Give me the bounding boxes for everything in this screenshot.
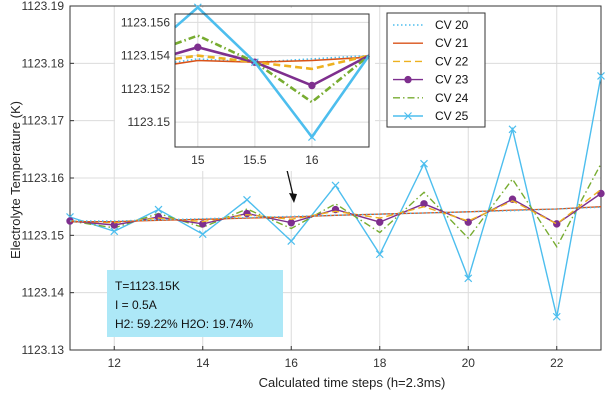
inset-x-tick-label: 15 [191, 153, 205, 167]
y-tick-label: 1123.18 [22, 56, 65, 70]
inset-data-point [250, 58, 259, 67]
y-tick-label: 1123.16 [22, 171, 65, 185]
data-point [420, 159, 428, 168]
inset-chart: 15 15.5 16 1123.15 1123.152 1123.154 1123.156 [115, 3, 375, 171]
series [66, 72, 605, 321]
legend-entry: CV 24 [393, 91, 469, 105]
x-tick-label: 18 [373, 356, 387, 370]
inset-y-tick-label: 1123.154 [121, 49, 170, 63]
legend-marker [404, 75, 412, 84]
data-point [110, 227, 119, 236]
inset-x-tick-label: 15.5 [243, 153, 267, 167]
y-tick-label: 1123.14 [22, 286, 65, 300]
x-axis-label: Calculated time steps (h=2.3ms) [259, 375, 446, 390]
y-axis-label: Electrolyte Temperature (K) [8, 101, 23, 259]
annotation-line: T=1123.15K [115, 279, 180, 293]
zoom-arrow [285, 165, 297, 203]
x-tick-label: 20 [462, 356, 476, 370]
inset-data-point [308, 133, 316, 141]
series-line [69, 188, 602, 225]
data-point [552, 312, 561, 321]
y-tick-label: 1123.19 [22, 0, 65, 13]
annotation-background [107, 270, 283, 337]
legend-entry: CV 20 [393, 18, 469, 32]
series-cv-20 [70, 206, 602, 222]
data-point [597, 189, 605, 198]
series-cv-25 [66, 72, 605, 321]
legend-entry: CV 22 [393, 54, 469, 68]
data-point [464, 274, 473, 283]
series-line [70, 206, 602, 222]
inset-y-tick-label: 1123.152 [121, 82, 170, 96]
axes: 12 14 16 18 20 22 1123.13 1123.14 1123.15 1123.16… [22, 0, 602, 370]
data-point [198, 230, 207, 239]
x-tick-label: 22 [550, 356, 564, 370]
legend-box [386, 12, 486, 128]
data-point [508, 195, 517, 203]
x-tick-label: 16 [285, 356, 299, 370]
inset-data-point [193, 3, 202, 12]
data-point [375, 250, 384, 259]
legend-label: CV 22 [435, 54, 469, 68]
data-point [287, 219, 295, 227]
inset-data-point [308, 81, 316, 90]
x-tick-label: 14 [196, 356, 210, 370]
x-tick-label: 12 [108, 356, 122, 370]
legend-label: CV 21 [435, 36, 469, 50]
y-tick-label: 1123.13 [22, 343, 65, 357]
y-tick-label: 1123.15 [22, 228, 65, 242]
inset-data-point [194, 43, 202, 51]
inset-frame [174, 13, 370, 148]
data-point [376, 218, 384, 226]
legend-entry: CV 23 [393, 73, 469, 87]
legend-entry: CV 21 [393, 36, 469, 50]
data-point [597, 72, 605, 80]
data-point [287, 237, 296, 245]
annotation-line: H2: 59.22% H2O: 19.74% [115, 317, 253, 331]
annotation-box: T=1123.15K I = 0.5A H2: 59.22% H2O: 19.74% [107, 270, 283, 337]
legend: CV 20 CV 21 CV 22 CV 23 CV 24 CV 25 [386, 12, 486, 128]
arrow-head [289, 193, 297, 203]
legend-label: CV 24 [435, 91, 469, 105]
data-point [154, 205, 163, 214]
inset-y-tick-label: 1123.156 [121, 15, 170, 29]
legend-label: CV 23 [435, 73, 469, 87]
data-point [508, 125, 517, 134]
inset-y-tick-label: 1123.15 [128, 115, 171, 129]
series-cv-23 [66, 189, 605, 229]
inset-x-tick-label: 16 [305, 153, 319, 167]
legend-label: CV 20 [435, 18, 469, 32]
series-cv-22 [69, 188, 602, 225]
annotation-line: I = 0.5A [115, 298, 157, 312]
data-point [199, 220, 207, 228]
data-point [331, 181, 340, 190]
plot-frame [69, 5, 602, 351]
data-point [243, 209, 251, 218]
legend-marker [404, 112, 412, 120]
y-tick-label: 1123.17 [22, 114, 65, 128]
legend-label: CV 25 [435, 109, 469, 123]
data-point [243, 195, 251, 204]
legend-entry: CV 25 [393, 109, 469, 123]
